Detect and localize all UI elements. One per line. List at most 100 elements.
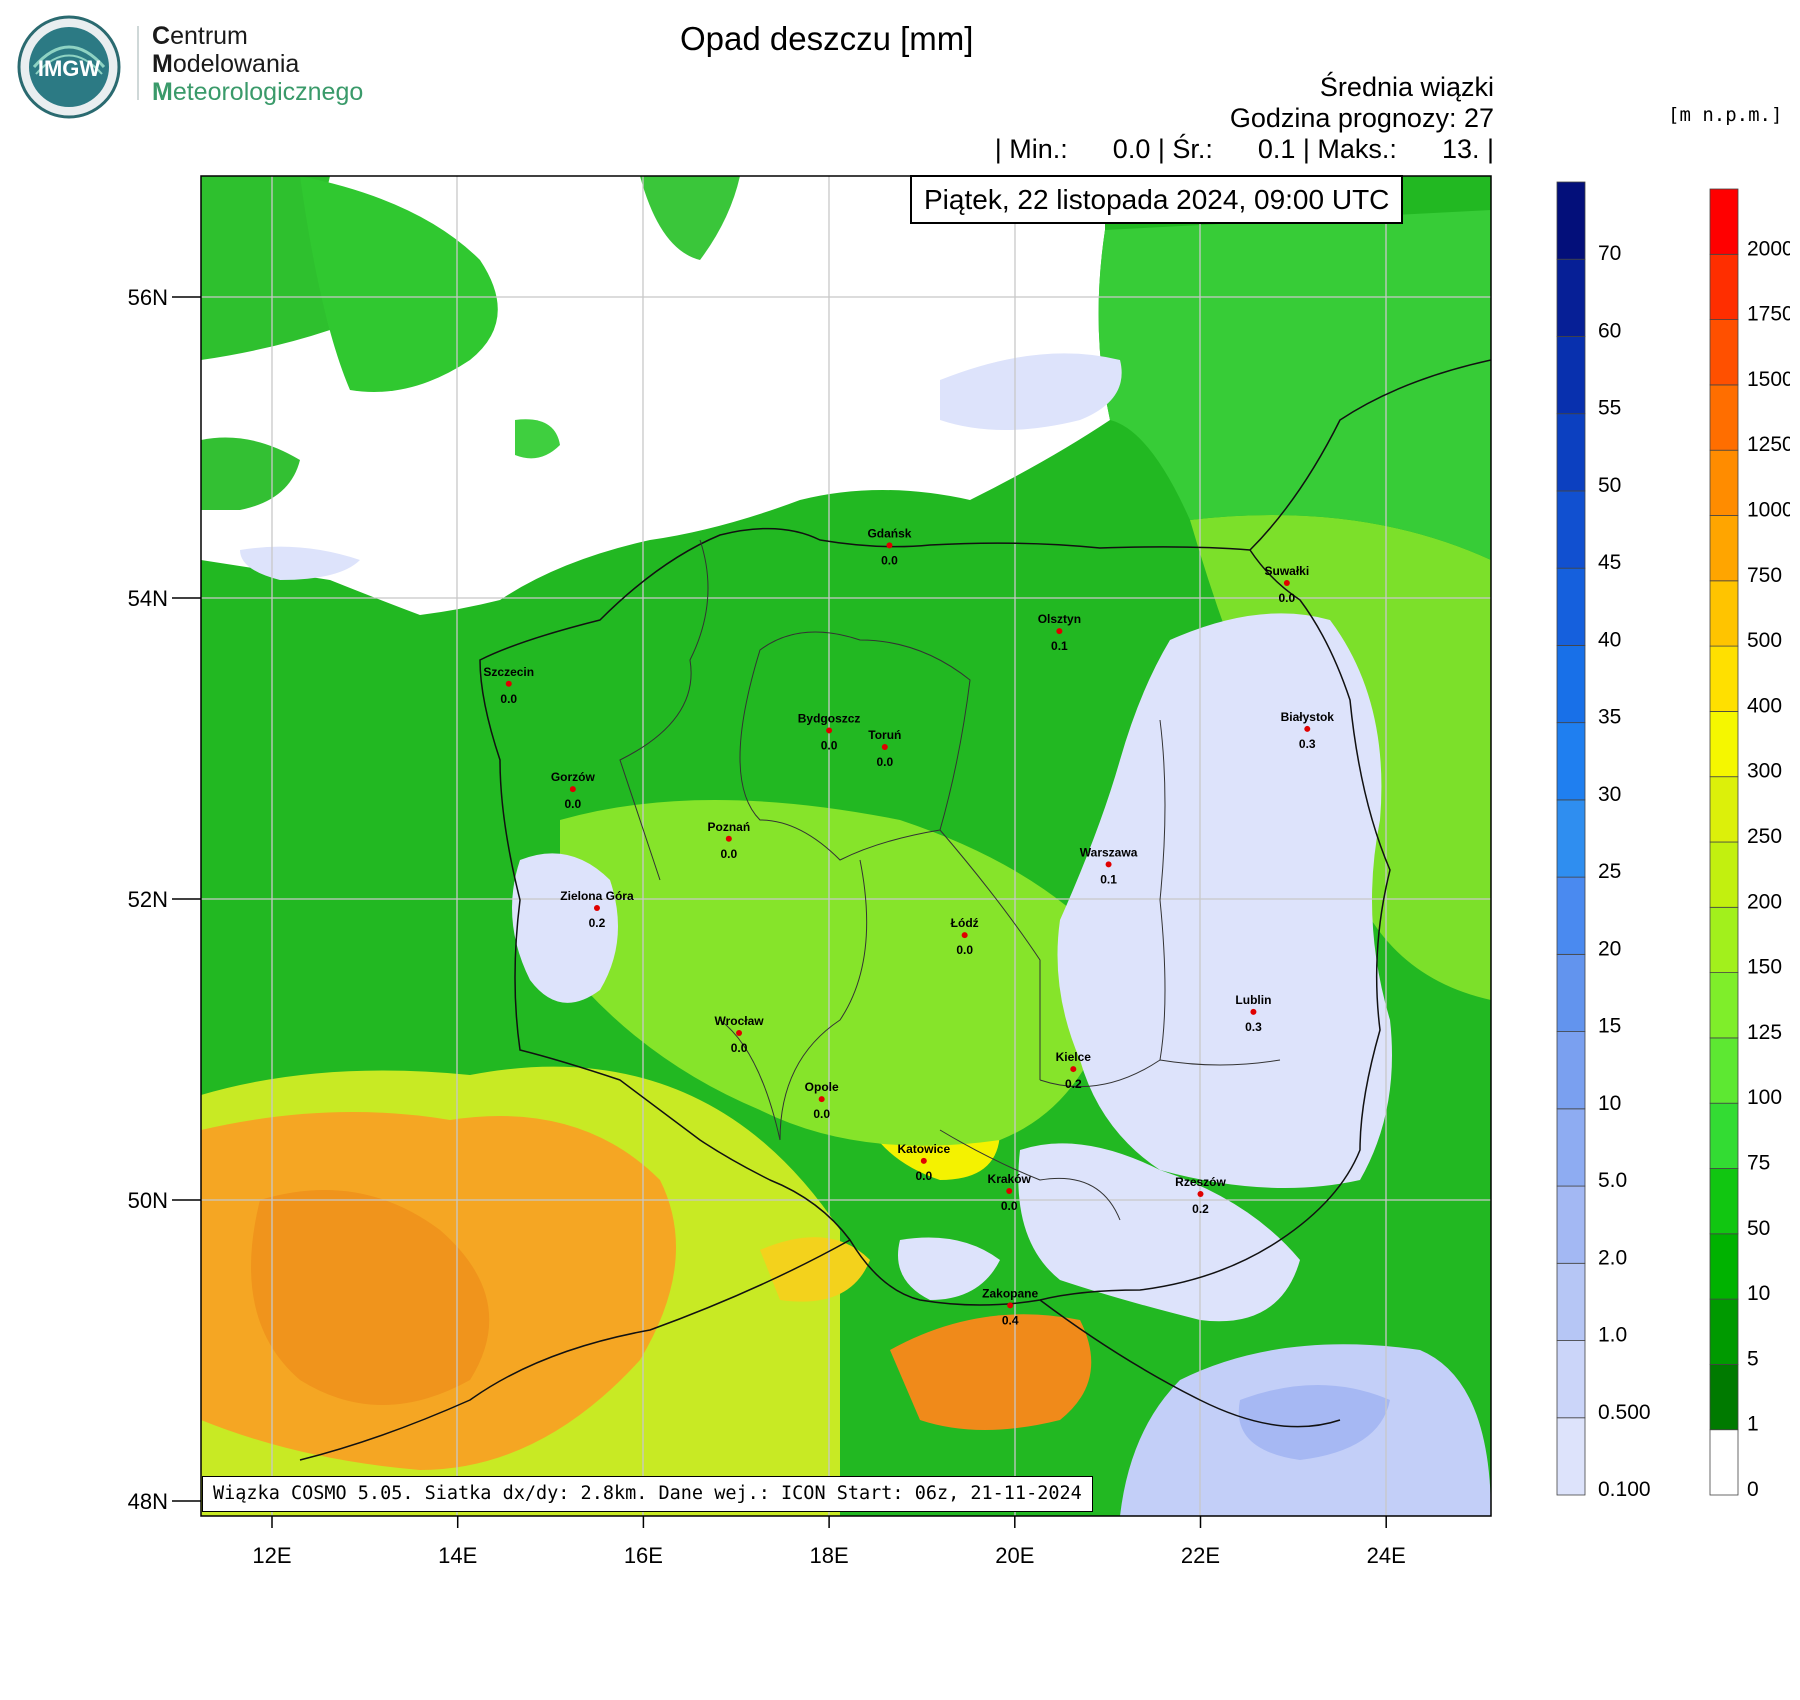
elevation-tick-label: 200 <box>1747 890 1782 913</box>
lon-label: 16E <box>624 1543 663 1568</box>
city-name: Olsztyn <box>1038 612 1081 626</box>
city-name: Łódź <box>951 916 979 930</box>
lon-label: 14E <box>438 1543 477 1568</box>
city-marker: Katowice 0.0 <box>897 1142 950 1183</box>
city-value: 0.0 <box>731 1041 748 1055</box>
city-value: 0.0 <box>1001 1199 1018 1213</box>
elevation-swatch <box>1709 1037 1739 1104</box>
city-name: Poznań <box>707 820 750 834</box>
elevation-swatch <box>1709 1233 1739 1300</box>
city-dot <box>1105 861 1112 868</box>
precip-tick-label: 70 <box>1598 242 1621 265</box>
precip-tick-label: 25 <box>1598 860 1621 883</box>
city-dot <box>1070 1066 1077 1073</box>
city-marker: Opole 0.0 <box>805 1080 839 1121</box>
city-value: 0.1 <box>1100 872 1117 886</box>
city-value: 0.0 <box>1279 591 1296 605</box>
city-name: Suwałki <box>1265 564 1310 578</box>
precip-swatch <box>1556 1108 1586 1187</box>
precip-tick-label: 1.0 <box>1598 1324 1627 1347</box>
city-dot <box>826 727 833 734</box>
precip-tick-label: 55 <box>1598 397 1621 420</box>
elevation-swatch <box>1709 906 1739 973</box>
precip-swatch <box>1556 490 1586 569</box>
longitude-labels: 12E 14E 16E 18E 20E 22E 24E <box>252 1543 1405 1568</box>
city-name: Kielce <box>1056 1050 1092 1064</box>
city-dot <box>818 1096 825 1103</box>
city-dot <box>886 542 893 549</box>
elevation-swatch <box>1709 449 1739 516</box>
elevation-swatch <box>1709 319 1739 386</box>
elevation-tick-label: 5 <box>1747 1347 1759 1370</box>
city-dot <box>1056 628 1063 635</box>
logo-badge-text: IMGW <box>38 56 101 81</box>
elevation-colorbar: 0 1 5 10 50 75 100 125 150 200 250 300 400 500 750 1000… <box>1709 188 1790 1501</box>
city-marker: Suwałki 0.0 <box>1265 564 1310 605</box>
forecast-header: Średnia wiązki Godzina prognozy: 27 | Mi… <box>995 72 1494 165</box>
precip-tick-label: 30 <box>1598 783 1621 806</box>
elevation-swatch <box>1709 1364 1739 1431</box>
city-marker: Warszawa 0.1 <box>1080 845 1138 886</box>
valid-date-box: Piątek, 22 listopada 2024, 09:00 UTC <box>910 175 1404 224</box>
city-marker: Szczecin 0.0 <box>483 665 534 706</box>
latitude-labels: 56N 54N 52N 50N 48N <box>128 285 168 1514</box>
city-name: Opole <box>805 1080 839 1094</box>
precip-swatch <box>1556 1031 1586 1110</box>
city-dot <box>920 1157 927 1164</box>
elevation-swatch <box>1709 384 1739 451</box>
city-marker: Zakopane 0.4 <box>982 1286 1038 1327</box>
elevation-tick-label: 1000 <box>1747 499 1790 522</box>
lon-label: 24E <box>1367 1543 1406 1568</box>
elevation-swatch <box>1709 188 1739 255</box>
elevation-unit: [m n.p.m.] <box>1668 104 1783 126</box>
lat-label: 54N <box>128 586 168 611</box>
precip-swatch <box>1556 799 1586 878</box>
city-marker: Lublin 0.3 <box>1235 993 1271 1034</box>
city-marker: Kraków 0.0 <box>988 1172 1032 1213</box>
elevation-tick-label: 1 <box>1747 1413 1759 1436</box>
city-name: Warszawa <box>1080 845 1138 859</box>
precip-tick-label: 40 <box>1598 628 1621 651</box>
elevation-tick-label: 50 <box>1747 1217 1770 1240</box>
precip-swatch <box>1556 413 1586 492</box>
elevation-tick-label: 500 <box>1747 629 1782 652</box>
city-value: 0.0 <box>821 738 838 752</box>
precip-swatch <box>1556 567 1586 646</box>
precipitation-colorbar: 0.100 0.500 1.0 2.0 5.0 10 15 20 25 30 35 40 45 50 55 6… <box>1556 181 1651 1501</box>
elevation-swatch <box>1709 580 1739 647</box>
city-name: Gdańsk <box>867 526 911 540</box>
city-marker: Olsztyn 0.1 <box>1038 612 1081 653</box>
elevation-swatch <box>1709 1429 1739 1496</box>
lat-label: 48N <box>128 1489 168 1514</box>
axis-ticks <box>172 296 1387 1528</box>
map-frame <box>200 175 1492 1517</box>
city-marker: Bydgoszcz 0.0 <box>798 711 861 752</box>
city-value: 0.2 <box>1065 1077 1082 1091</box>
elevation-tick-label: 0 <box>1747 1478 1759 1501</box>
city-dot <box>1250 1008 1257 1015</box>
city-marker: Rzeszów 0.2 <box>1175 1175 1226 1216</box>
map-title: Opad deszczu [mm] <box>680 20 974 57</box>
city-dot <box>881 743 888 750</box>
elevation-tick-label: 100 <box>1747 1086 1782 1109</box>
elevation-tick-label: 125 <box>1747 1021 1782 1044</box>
city-name: Kraków <box>988 1172 1032 1186</box>
city-dot <box>1283 579 1290 586</box>
precip-tick-label: 10 <box>1598 1092 1621 1115</box>
precip-tick-label: 2.0 <box>1598 1246 1627 1269</box>
precip-tick-label: 0.100 <box>1598 1478 1651 1501</box>
map-field <box>201 176 1491 1516</box>
elevation-tick-label: 300 <box>1747 760 1782 783</box>
elevation-tick-label: 150 <box>1747 956 1782 979</box>
precip-tick-label: 20 <box>1598 937 1621 960</box>
lat-label: 56N <box>128 285 168 310</box>
elevation-swatch <box>1709 841 1739 908</box>
city-name: Gorzów <box>551 770 596 784</box>
precip-tick-label: 5.0 <box>1598 1169 1627 1192</box>
city-value: 0.0 <box>564 797 581 811</box>
elevation-tick-label: 75 <box>1747 1152 1770 1175</box>
elevation-swatch <box>1709 776 1739 843</box>
city-value: 0.0 <box>720 847 737 861</box>
precip-swatch <box>1556 1185 1586 1264</box>
